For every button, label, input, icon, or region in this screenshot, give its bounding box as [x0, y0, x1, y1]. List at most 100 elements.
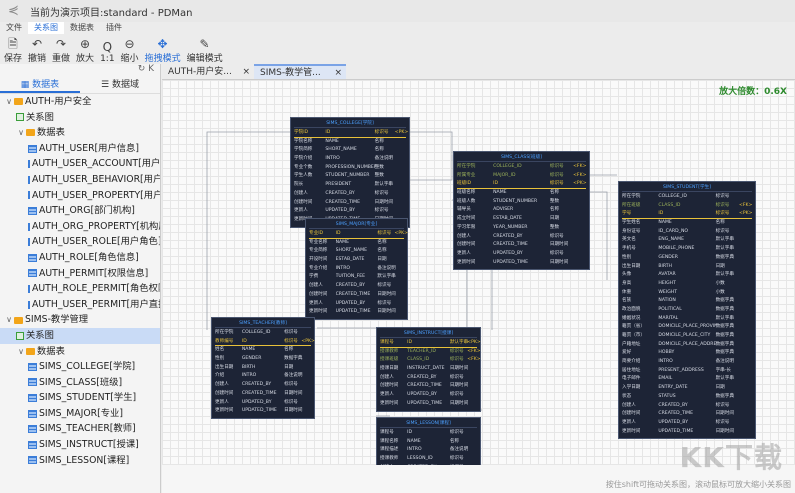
- entity-table[interactable]: SIMS_INSTRUCT[授课] 课程号 ID 默认字串 <PK> 授课教师 TEACHE…: [376, 327, 481, 412]
- entity-field[interactable]: 学习年限 YEAR_NUMBER 整数: [457, 224, 586, 233]
- entity-field[interactable]: 英文名 ENG_NAME 默认字串: [622, 236, 752, 245]
- entity-field[interactable]: 学生姓名 NAME 名称: [622, 219, 752, 228]
- tree-node-table[interactable]: SIMS_STUDENT[学生]: [0, 390, 160, 406]
- entity-field[interactable]: 教师编号 ID 标识号 <PK>: [215, 338, 315, 347]
- save-button[interactable]: 🗎 保存: [4, 37, 22, 64]
- entity-field[interactable]: 入学日期 ENTRY_DATE 日期: [622, 384, 752, 393]
- tree-node-table[interactable]: SIMS_COLLEGE[学院]: [0, 359, 160, 375]
- entity-field[interactable]: 学院简称 SHORT_NAME 名称: [294, 146, 406, 155]
- entity-field[interactable]: 更新时间 UPDATED_TIME 日期时间: [380, 400, 477, 409]
- entity-field[interactable]: 所在班级 CLASS_ID 标识号 <FK>: [622, 202, 752, 211]
- entity-field[interactable]: 专业个数 PROFESSION_NUMBER 整数: [294, 164, 406, 173]
- entity-field[interactable]: 创建时间 CREATED_TIME 日期时间: [380, 382, 477, 391]
- toolbar-button[interactable]: ↷ 重做: [52, 37, 70, 64]
- entity-field[interactable]: 创建时间 CREATED_TIME 日期时间: [215, 390, 311, 399]
- tree-node-table[interactable]: AUTH_USER[用户信息]: [0, 141, 160, 157]
- close-tab-icon[interactable]: ×: [334, 68, 342, 78]
- entity-field[interactable]: 户籍地址 DOMICILE_PLACE_ADDRESS数据字典: [622, 341, 752, 350]
- entity-field[interactable]: 专业ID ID 标识号 <PK>: [309, 230, 408, 239]
- entity-field[interactable]: 学院名称 NAME 名称: [294, 138, 406, 147]
- entity-field[interactable]: 更新时间 UPDATED_TIME 日期时间: [622, 428, 752, 437]
- tree-node-folder[interactable]: ∨ SIMS-教学管理: [0, 312, 160, 328]
- entity-table[interactable]: SIMS_CLASS[班级] 所在学院 COLLEGE_ID 标识号 <FK> 所属专业 M…: [453, 151, 590, 271]
- entity-field[interactable]: 籍贯（省） DOMICILE_PLACE_PROVINCE数据字典: [622, 323, 752, 332]
- entity-field[interactable]: 更新人 UPDATED_BY 标识号: [309, 300, 404, 309]
- toolbar-button[interactable]: ⊖ 缩小: [121, 37, 139, 64]
- tree-node-table[interactable]: AUTH_USER_PROPERTY[用户: [0, 188, 160, 204]
- chevron-down-icon[interactable]: ∨: [6, 315, 12, 325]
- toolbar-button[interactable]: ↶ 撤销: [28, 37, 46, 64]
- entity-field[interactable]: 创建时间 CREATED_TIME 日期时间: [294, 199, 406, 208]
- tree-node-folder[interactable]: ∨ AUTH-用户安全: [0, 94, 160, 110]
- entity-field[interactable]: 班级名称 NAME 名称: [457, 189, 586, 198]
- entity-field[interactable]: 更新时间 UPDATED_TIME 日期时间: [309, 308, 404, 317]
- entity-table[interactable]: SIMS_TEACHER[教师] 所在学院 COLLEGE_ID 标识号 教师编号 ID 标…: [211, 317, 315, 419]
- entity-field[interactable]: 班级人数 STUDENT_NUMBER 整数: [457, 198, 586, 207]
- entity-field[interactable]: 状态 STATUS 数据字典: [622, 393, 752, 402]
- tree-node-rel[interactable]: 关系图: [0, 327, 160, 344]
- tree-node-table[interactable]: AUTH_USER_PERMIT[用户直接: [0, 297, 160, 313]
- entity-table[interactable]: SIMS_LESSON[课程] 课程号 ID 标识号 课程名称 NAME 名称 课程描述 INT…: [376, 417, 481, 465]
- entity-field[interactable]: 授课日期 INSTRUCT_DATE 日期时间: [380, 365, 477, 374]
- entity-field[interactable]: 开设时间 ESTAB_DATE 日期: [309, 256, 404, 265]
- entity-field[interactable]: 创建时间 CREATED_TIME 日期时间: [309, 291, 404, 300]
- entity-field[interactable]: 专业简称 SHORT_NAME 名称: [309, 247, 404, 256]
- entity-field[interactable]: 创建时间 CREATED_TIME 日期时间: [457, 241, 586, 250]
- entity-field[interactable]: 课程描述 INTRO 备注说明: [380, 446, 477, 455]
- toolbar-button[interactable]: ⊕ 放大: [76, 37, 94, 64]
- tree-node-table[interactable]: AUTH_ROLE_PERMIT[角色权限: [0, 281, 160, 297]
- entity-field[interactable]: 性别 GENDER 数据字典: [215, 355, 311, 364]
- entity-field[interactable]: 辅导员 ADVISER 名称: [457, 206, 586, 215]
- entity-field[interactable]: 更新人 UPDATED_BY 标识号: [294, 207, 406, 216]
- sidebar-tools[interactable]: ↻ K: [137, 64, 154, 74]
- diagram-tab[interactable]: AUTH-用户安... ×: [162, 64, 254, 79]
- tab-tables[interactable]: ▦ 数据表: [0, 78, 80, 93]
- tree-node-folder[interactable]: ∨ 数据表: [0, 344, 160, 360]
- diagram-canvas[interactable]: 放大倍数：0.6X SIMS_COLLEGE[学院] 学院ID ID 标识号 <PK> 学…: [162, 80, 795, 465]
- menu-item[interactable]: 数据表: [70, 23, 94, 32]
- chevron-down-icon[interactable]: ∨: [6, 97, 12, 106]
- entity-field[interactable]: 授课教师 TEACHER_ID 标识号 <FK>: [380, 348, 481, 357]
- tree-node-table[interactable]: AUTH_ROLE[角色信息]: [0, 250, 160, 266]
- tree-node-table[interactable]: SIMS_TEACHER[教师]: [0, 421, 160, 437]
- entity-field[interactable]: 更新时间 UPDATED_TIME 日期时间: [457, 259, 586, 268]
- toolbar-button[interactable]: ✎ 编辑模式: [187, 37, 223, 64]
- tree-node-table[interactable]: AUTH_ORG_PROPERTY[机构属: [0, 219, 160, 235]
- chevron-down-icon[interactable]: ∨: [18, 128, 24, 138]
- tree-node-table[interactable]: AUTH_USER_ROLE[用户角色]: [0, 234, 160, 250]
- entity-field[interactable]: 出生日期 BIRTH 日期: [215, 364, 311, 373]
- entity-field[interactable]: 更新人 UPDATED_BY 标识号: [215, 399, 311, 408]
- entity-field[interactable]: 籍贯（市） DOMICILE_PLACE_CITY 数据字典: [622, 332, 752, 341]
- entity-field[interactable]: 电子邮件 EMAIL 默认字串: [622, 375, 752, 384]
- chevron-down-icon[interactable]: ∨: [18, 346, 24, 356]
- entity-field[interactable]: 性别 GENDER 数据字典: [622, 254, 752, 263]
- tree-node-table[interactable]: SIMS_INSTRUCT[授课]: [0, 437, 160, 453]
- tree-node-folder[interactable]: ∨ 数据表: [0, 125, 160, 141]
- tab-domains[interactable]: ☰ 数据域: [101, 80, 139, 90]
- entity-field[interactable]: 成立时间 ESTAB_DATE 日期: [457, 215, 586, 224]
- entity-field[interactable]: 简要介绍 INTRO 备注说明: [622, 358, 752, 367]
- entity-field[interactable]: 课程名称 NAME 名称: [380, 438, 477, 447]
- tree-node-rel[interactable]: 关系图: [0, 110, 160, 126]
- menu-item[interactable]: 插件: [106, 23, 122, 32]
- entity-field[interactable]: 所在学院 COLLEGE_ID 标识号 <FK>: [457, 163, 586, 172]
- entity-field[interactable]: 介绍 INTRO 备注说明: [215, 372, 311, 381]
- entity-field[interactable]: 婚姻状况 MARITAL 默认字串: [622, 315, 752, 324]
- entity-field[interactable]: 授课班级 CLASS_ID 标识号 <FK>: [380, 356, 481, 365]
- entity-field[interactable]: 所在学院 COLLEGE_ID 标识号: [622, 193, 752, 202]
- entity-field[interactable]: 身份证号 ID_CARD_NO 标识号: [622, 228, 752, 237]
- entity-field[interactable]: 爱好 HOBBY 数据字典: [622, 349, 752, 358]
- entity-table[interactable]: SIMS_STUDENT[学生] 所在学院 COLLEGE_ID 标识号 所在班级 CLA…: [618, 181, 756, 440]
- tree-node-table[interactable]: AUTH_USER_BEHAVIOR[用户行: [0, 172, 160, 188]
- tree-node-table[interactable]: AUTH_USER_ACCOUNT[用户账: [0, 156, 160, 172]
- entity-table[interactable]: SIMS_COLLEGE[学院] 学院ID ID 标识号 <PK> 学院名称 NAME 名称学…: [290, 117, 410, 228]
- entity-field[interactable]: 专业名称 NAME 名称: [309, 239, 404, 248]
- entity-field[interactable]: 班级ID ID 标识号 <PK>: [457, 180, 587, 190]
- entity-field[interactable]: 出生日期 BIRTH 日期: [622, 263, 752, 272]
